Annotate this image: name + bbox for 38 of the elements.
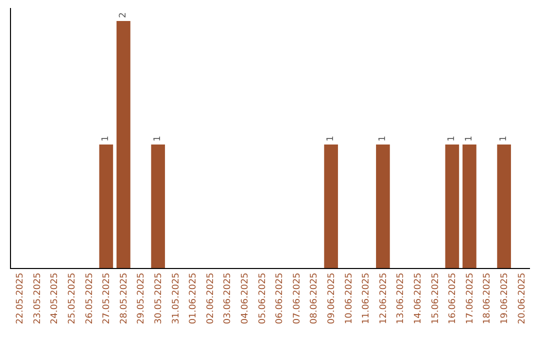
x-tick-label: 23.05.2025 [32,272,43,324]
data-label: 2 [118,12,128,18]
data-label: 1 [447,136,458,142]
x-tick-label: 20.06.2025 [517,272,528,324]
x-tick-label: 16.06.2025 [448,272,458,324]
x-tick-label: 29.05.2025 [136,272,147,324]
x-tick-label: 11.06.2025 [362,272,372,324]
x-tick-label: 27.05.2025 [102,272,112,324]
data-label: 1 [499,136,510,142]
data-label: 1 [153,136,164,142]
x-tick-label: 06.06.2025 [275,272,286,324]
x-tick-label: 30.05.2025 [154,272,164,324]
x-tick-label: 04.06.2025 [240,272,250,324]
x-tick-label: 09.06.2025 [326,272,337,324]
x-tick-label: 18.06.2025 [482,272,493,324]
x-tick-label: 15.06.2025 [430,272,441,324]
x-tick-label: 12.06.2025 [378,272,389,324]
x-tick-label: 05.06.2025 [258,272,268,324]
data-label: 1 [101,136,112,142]
x-tick-label: 08.06.2025 [310,272,320,324]
x-tick-label: 31.05.2025 [171,272,182,324]
x-tick-label: 22.05.2025 [16,272,26,324]
data-label: 1 [464,136,474,142]
x-tick-label: 17.06.2025 [465,272,476,324]
x-tick-label: 03.06.2025 [223,272,234,324]
x-tick-label: 24.05.2025 [50,272,60,324]
x-tick-label: 19.06.2025 [500,272,510,324]
data-label: 1 [378,136,388,142]
x-tick-label: 28.05.2025 [119,272,130,324]
x-tick-label: 25.05.2025 [67,272,78,324]
x-tick-label: 01.06.2025 [188,272,199,324]
x-tick-label: 26.05.2025 [84,272,95,324]
x-tick-label: 13.06.2025 [396,272,406,324]
x-tick-label: 14.06.2025 [413,272,424,324]
data-label: 1 [326,136,336,142]
x-tick-label: 02.06.2025 [206,272,216,324]
x-tick-label: 07.06.2025 [292,272,302,324]
x-tick-label: 10.06.2025 [344,272,354,324]
